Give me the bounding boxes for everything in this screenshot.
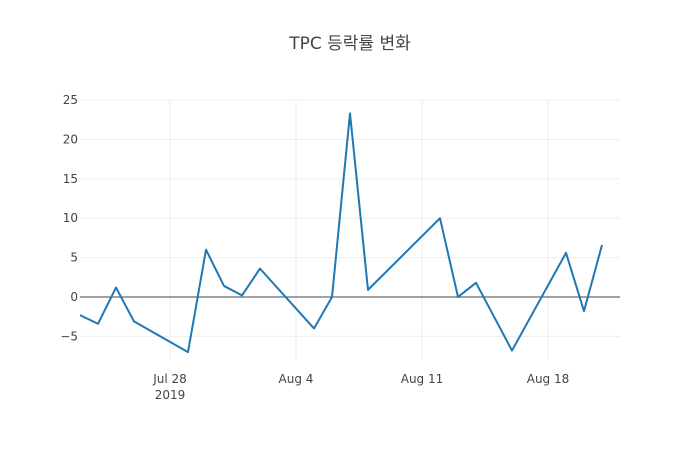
y-tick-label: 15 xyxy=(63,172,78,186)
x-tick-label: Jul 28 xyxy=(152,372,187,386)
chart-title: TPC 등락률 변화 xyxy=(288,34,411,54)
gridlines xyxy=(80,100,620,360)
x-tick-label: Aug 11 xyxy=(401,372,444,386)
x-tick-label: Aug 4 xyxy=(279,372,314,386)
x-tick-year-label: 2019 xyxy=(155,388,186,402)
x-tick-label: Aug 18 xyxy=(527,372,570,386)
series-line-0 xyxy=(80,113,602,352)
y-tick-label: 5 xyxy=(70,251,78,265)
series-layer xyxy=(80,113,602,352)
y-tick-label: 20 xyxy=(63,132,78,146)
y-tick-label: 10 xyxy=(63,211,78,225)
x-axis-ticks: Jul 28 2019 Aug 4 Aug 11 Aug 18 xyxy=(152,372,569,402)
y-axis-ticks: −5 0 5 10 15 20 25 xyxy=(60,93,78,343)
y-tick-label: 0 xyxy=(70,290,78,304)
y-tick-label: −5 xyxy=(60,329,78,343)
y-tick-label: 25 xyxy=(63,93,78,107)
